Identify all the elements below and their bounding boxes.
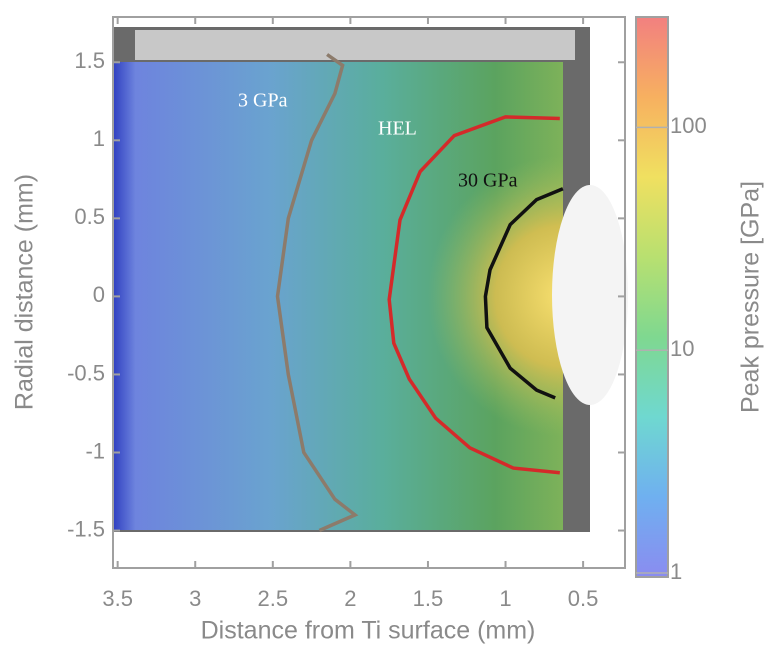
x-tick-label: 2.5 [258,586,289,611]
y-tick-label: -1 [85,438,105,463]
plot-content: 3 GPa HEL 30 GPa [238,53,564,533]
x-tick-label: 2 [344,586,356,611]
x-axis-title: Distance from Ti surface (mm) [201,617,536,645]
contour-label: HEL [378,118,417,140]
y-tick-label: 1 [93,126,105,151]
contour-line [387,115,560,475]
x-tick-label: 3 [189,586,201,611]
y-axis-title: Radial distance (mm) [11,174,39,410]
colorbar-tick-label: 10 [670,336,694,361]
y-tick-label: 1.5 [74,48,105,73]
plot-background [113,27,628,532]
x-tick-label: 0.5 [568,586,599,611]
y-tick-label: 0 [93,282,105,307]
colorbar-tick-label: 1 [670,559,682,584]
y-tick-label: 0.5 [74,204,105,229]
impact-region [552,185,628,405]
hot-zone [113,62,563,530]
contour-line [275,53,359,533]
colorbar-title: Peak pressure [GPa] [737,181,765,413]
y-tick-label: -0.5 [67,360,105,385]
plot-frame [112,16,626,569]
sample-top [135,30,575,60]
contour-label: 30 GPa [458,170,518,192]
contour-line [483,187,564,400]
colorbar [635,16,669,578]
contour-label: 3 GPa [238,90,288,112]
x-tick-label: 3.5 [102,586,133,611]
y-tick-label: -1.5 [67,516,105,541]
colorbar-tick-label: 100 [670,113,707,138]
x-tick-label: 1.5 [413,586,444,611]
x-tick-label: 1 [499,586,511,611]
